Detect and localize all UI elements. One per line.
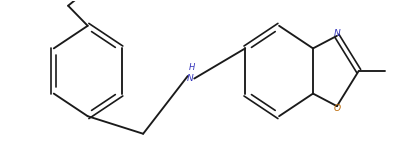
Text: N: N — [334, 29, 340, 38]
Text: O: O — [334, 104, 341, 113]
Text: N: N — [186, 74, 193, 83]
Text: H: H — [189, 63, 195, 72]
